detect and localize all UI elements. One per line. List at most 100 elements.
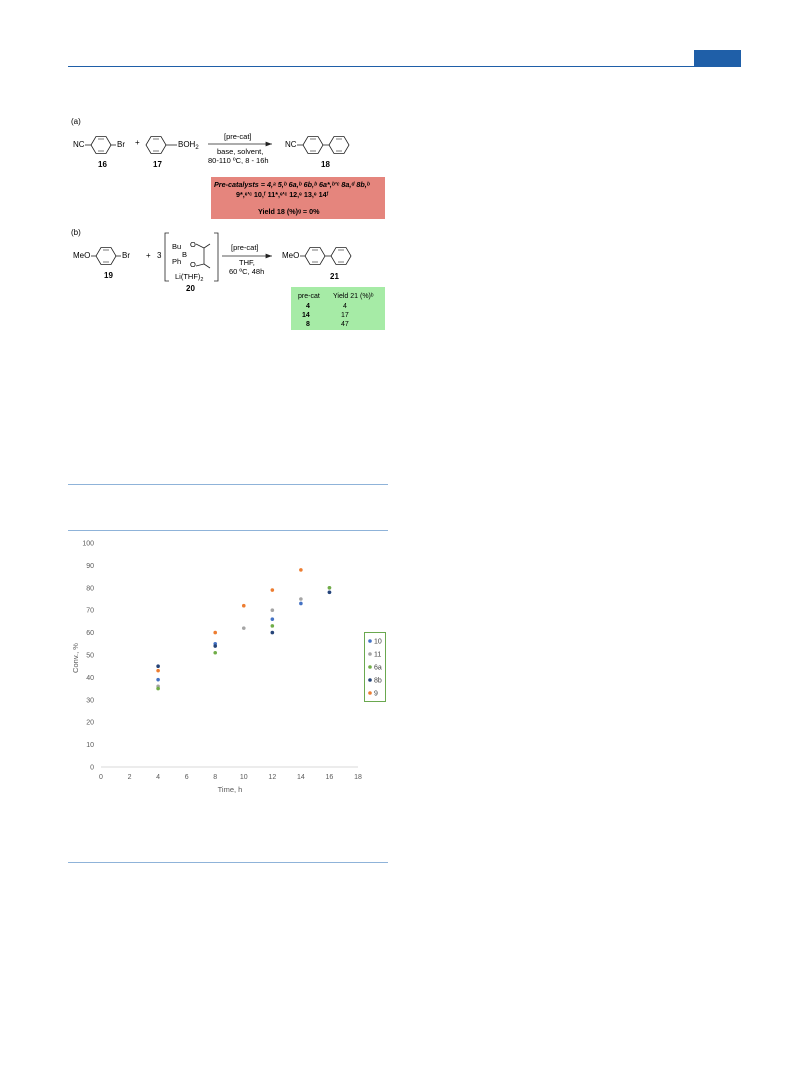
legend-marker-10	[368, 639, 372, 643]
chart-legend: 10 11 6a 8b 9	[364, 632, 386, 702]
y-tick-label: 30	[86, 697, 94, 704]
arrow-a-conditions-2: 80-110 ºC, 8 - 16h	[208, 156, 269, 165]
compound-number-20: 20	[186, 284, 195, 293]
legend-label-8b: 8b	[374, 678, 382, 685]
table-row-3-yield: 47	[341, 321, 349, 328]
data-point-11	[270, 608, 275, 612]
y-tick-label: 90	[86, 563, 94, 570]
table-row-2-precat: 14	[302, 312, 310, 319]
legend-marker-6a	[368, 665, 372, 669]
data-point-8b	[213, 644, 218, 648]
product18-group: NC	[285, 140, 297, 149]
x-tick-label: 12	[268, 774, 276, 781]
legend-marker-9	[368, 691, 372, 695]
data-point-10	[299, 601, 303, 606]
arrow-b-reagent: [pre-cat]	[231, 243, 259, 252]
bracket-right	[214, 232, 219, 282]
y-tick-label: 80	[86, 585, 94, 592]
scheme-a-label: (a)	[71, 117, 81, 126]
table-row-3-precat: 8	[306, 321, 310, 328]
legend-marker-11	[368, 652, 372, 656]
y-tick-label: 20	[86, 720, 94, 727]
table-row-1-precat: 4	[306, 303, 310, 310]
x-tick-label: 10	[240, 774, 248, 781]
ring-18b	[328, 136, 350, 154]
x-tick-label: 6	[185, 774, 189, 781]
table-header-precat: pre-cat	[298, 293, 320, 300]
data-point-9	[213, 630, 218, 635]
legend-marker-8b	[368, 678, 372, 682]
arrow-b-conditions-1: THF,	[239, 258, 255, 267]
chart-ticks: 0 2 4 6 8 10 12 14 16 18 0 10 20 30 40 50 60 70 80 90 100	[82, 541, 362, 782]
boron-ph: Ph	[172, 257, 181, 266]
y-axis-label: Conv., %	[71, 643, 80, 673]
reactant16-group: NC	[73, 140, 85, 149]
data-point-6a	[327, 586, 332, 590]
compound-number-16: 16	[98, 160, 107, 169]
reactant17-sub: BOH2	[178, 140, 199, 151]
data-point-6a	[213, 650, 218, 655]
y-tick-label: 60	[86, 630, 94, 637]
section-rule-2	[68, 530, 388, 531]
legend-label-6a: 6a	[374, 665, 382, 672]
x-axis-label: Time, h	[218, 785, 243, 794]
data-point-8b	[156, 664, 160, 668]
table-header-yield: Yield 21 (%)ᵇ	[333, 293, 374, 300]
boron-bu: Bu	[172, 242, 181, 251]
x-tick-label: 4	[156, 774, 160, 781]
precatalyst-box	[211, 177, 385, 219]
section-rule-3	[68, 862, 388, 863]
data-point-8b	[270, 630, 275, 635]
y-tick-label: 0	[90, 765, 94, 772]
header-rule	[68, 66, 740, 67]
arrow-a-conditions-1: base, solvent,	[217, 147, 263, 156]
data-point-10	[270, 617, 275, 621]
boron-o-bottom: O	[190, 260, 196, 269]
precatalyst-line-1: Pre-catalysts = 4,ᵃ 5,ᵇ 6a,ᵇ 6b,ᵇ 6a*,ᵇ'…	[214, 180, 371, 189]
y-tick-label: 10	[86, 742, 94, 749]
reactant16-sub: Br	[117, 140, 125, 149]
data-point-9	[156, 668, 160, 673]
x-tick-label: 18	[354, 774, 362, 781]
chart-points	[156, 568, 332, 691]
plus-b: +	[146, 251, 151, 260]
compound-number-19: 19	[104, 271, 113, 280]
legend-label-9: 9	[374, 691, 378, 698]
boron-li: Li(THF)2	[175, 272, 203, 283]
conversion-chart: 0 2 4 6 8 10 12 14 16 18 0 10 20 30 40 50 60 70 80 90 100 Ti…	[71, 541, 362, 795]
table-row-2-yield: 17	[341, 312, 349, 319]
legend-label-10: 10	[374, 639, 382, 646]
plus-a: +	[135, 138, 140, 147]
y-tick-label: 100	[82, 541, 94, 548]
data-point-11	[241, 626, 246, 630]
x-tick-label: 0	[99, 774, 103, 781]
boron-o-top: O	[190, 240, 196, 249]
yield-18-line: Yield 18 (%)ᵍ = 0%	[258, 207, 320, 216]
legend-svg: 10 11 6a 8b 9	[368, 639, 382, 698]
x-tick-label: 14	[297, 774, 305, 781]
precatalyst-line-2: 9*,ᵉ'ᶜ 10,ᶠ 11*,ᵉ'ᶜ 12,ᵉ 13,ᵉ 14ᶠ	[236, 190, 329, 199]
data-point-6a	[156, 686, 160, 691]
data-point-8b	[327, 590, 332, 595]
data-point-6a	[270, 624, 275, 628]
data-point-11	[299, 597, 303, 601]
ring-21b	[330, 247, 352, 265]
data-point-9	[241, 603, 246, 608]
reaction-scheme: (a) NC Br 16 + BOH2 17 [pre-cat] base, s…	[71, 117, 374, 328]
header-tab	[694, 50, 741, 67]
product21-group: MeO	[282, 251, 299, 260]
compound-number-17: 17	[153, 160, 162, 169]
reactant19-group: MeO	[73, 251, 90, 260]
boron-b: B	[182, 250, 187, 259]
data-point-9	[299, 568, 303, 572]
reactant19-sub: Br	[122, 251, 130, 260]
data-point-10	[156, 677, 160, 682]
bracket-left	[164, 232, 169, 282]
compound-number-21: 21	[330, 272, 339, 281]
y-tick-label: 50	[86, 653, 94, 660]
x-tick-label: 2	[128, 774, 132, 781]
x-tick-label: 8	[213, 774, 217, 781]
x-tick-label: 16	[326, 774, 334, 781]
compound-number-18: 18	[321, 160, 330, 169]
stoich-b: 3	[157, 251, 162, 260]
